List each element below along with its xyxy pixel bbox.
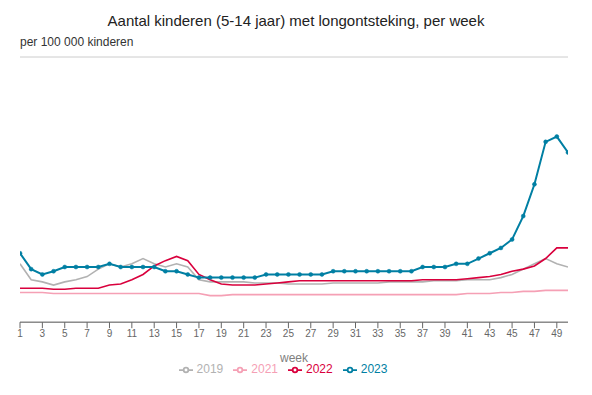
svg-text:13: 13: [149, 328, 161, 339]
svg-text:23: 23: [260, 328, 272, 339]
svg-text:15: 15: [171, 328, 183, 339]
html-text:Aantal kinderen (5-14 jaar) me: Aantal kinderen (5-14 jaar) met longonts…: [107, 12, 485, 29]
svg-text:49: 49: [551, 328, 563, 339]
html-text:2022: 2022: [306, 362, 333, 377]
svg-text:27: 27: [305, 328, 317, 339]
svg-text:21: 21: [238, 328, 250, 339]
html-text:2021: 2021: [251, 362, 278, 377]
svg-text:19: 19: [216, 328, 228, 339]
html-text:2019: 2019: [196, 362, 224, 377]
svg-text:47: 47: [529, 328, 541, 339]
svg-text:3: 3: [40, 328, 46, 339]
svg-text:11: 11: [127, 328, 138, 339]
html-text:per 100 000 kinderen: per 100 000 kinderen: [20, 35, 134, 49]
svg-text:31: 31: [350, 328, 362, 339]
svg-text:9: 9: [107, 328, 113, 339]
svg-text:1: 1: [17, 328, 23, 339]
svg-text:17: 17: [193, 328, 205, 339]
svg-text:39: 39: [439, 328, 451, 339]
svg-text:43: 43: [484, 328, 496, 339]
svg-text:33: 33: [372, 328, 384, 339]
svg-text:5: 5: [62, 328, 68, 339]
svg-text:37: 37: [417, 328, 429, 339]
svg-text:7: 7: [84, 328, 90, 339]
svg-text:week: week: [279, 351, 309, 365]
svg-text:35: 35: [395, 328, 407, 339]
svg-text:25: 25: [283, 328, 295, 339]
html-text:2023: 2023: [360, 362, 388, 377]
svg-text:29: 29: [328, 328, 340, 339]
svg-text:41: 41: [462, 328, 474, 339]
svg-text:45: 45: [507, 328, 519, 339]
